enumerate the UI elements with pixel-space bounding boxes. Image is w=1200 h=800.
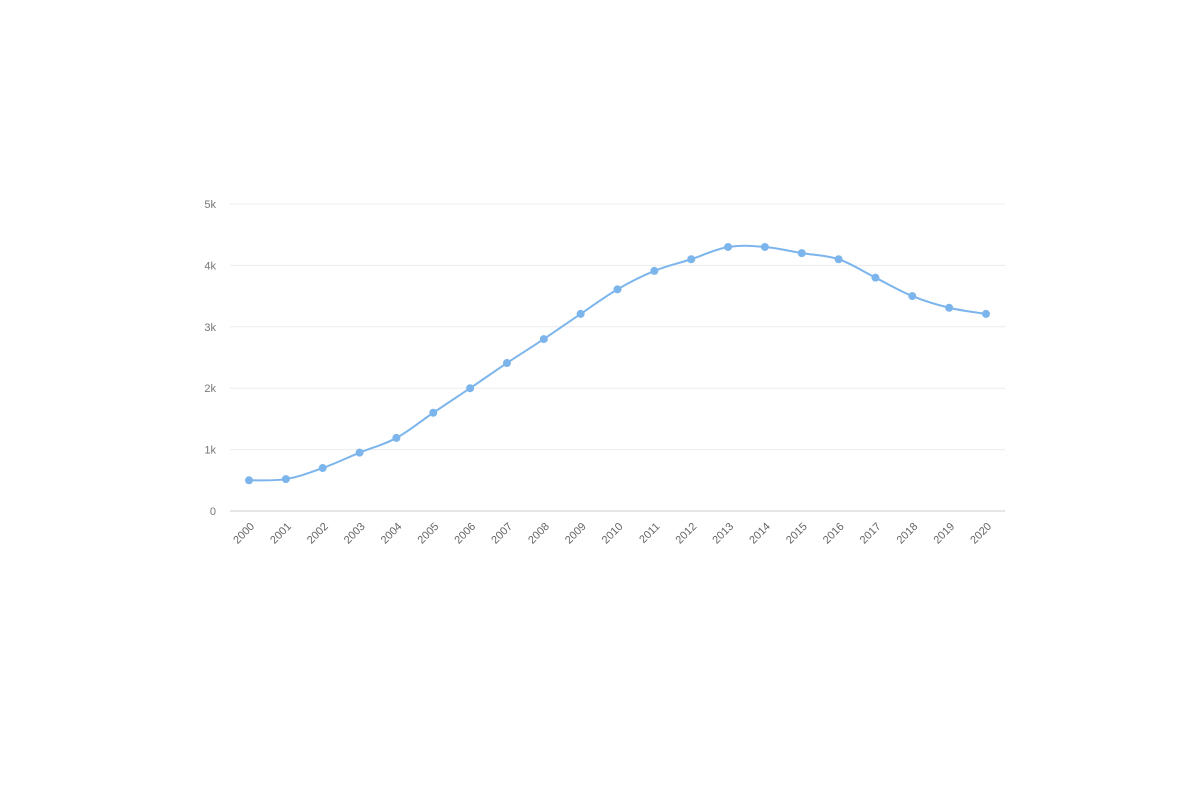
data-point-2003[interactable]: [355, 448, 364, 457]
x-tick-label: 2014: [747, 521, 773, 547]
y-axis: 0 1k 2k 3k 4k 5k: [204, 199, 216, 518]
x-tick-label: 2002: [305, 521, 331, 547]
y-tick-label: 2k: [204, 383, 216, 395]
data-point-2007[interactable]: [502, 359, 511, 368]
x-tick-label: 2007: [489, 521, 515, 547]
x-tick-label: 2018: [895, 521, 921, 547]
data-point-2020[interactable]: [982, 309, 990, 318]
x-axis: 2000 2001 2002 2003 2004 2005 2006 2007 2008 2009…: [230, 510, 1005, 547]
y-tick-label: 0: [210, 506, 216, 518]
x-tick-label: 2017: [858, 521, 884, 547]
x-tick-label: 2003: [342, 521, 368, 547]
data-point-2009[interactable]: [576, 309, 585, 318]
y-tick-label: 4k: [204, 260, 216, 272]
x-tick-label: 2000: [231, 521, 257, 547]
x-tick-label: 2011: [637, 521, 662, 546]
x-tick-label: 2012: [674, 521, 700, 547]
data-point-2006[interactable]: [466, 384, 475, 393]
data-point-2005[interactable]: [429, 408, 438, 417]
data-point-2001[interactable]: [281, 475, 290, 484]
data-point-2016[interactable]: [834, 255, 843, 264]
grid-layer: [230, 203, 1005, 451]
x-tick-label: 2006: [452, 521, 478, 547]
data-point-2019[interactable]: [945, 303, 954, 312]
data-point-2002[interactable]: [318, 464, 327, 473]
data-point-2017[interactable]: [871, 273, 880, 282]
data-point-2010[interactable]: [613, 285, 622, 294]
x-tick-label: 2008: [526, 521, 552, 547]
x-tick-label: 2019: [931, 521, 957, 547]
x-tick-label: 2013: [710, 521, 736, 547]
data-point-2014[interactable]: [760, 242, 769, 251]
x-tick-label: 2005: [416, 521, 442, 547]
data-point-2012[interactable]: [687, 255, 696, 264]
data-point-2000[interactable]: [245, 476, 253, 485]
x-tick-label: 2001: [268, 521, 294, 547]
data-point-2013[interactable]: [724, 242, 733, 251]
data-point-2018[interactable]: [908, 292, 917, 301]
series-layer: [245, 242, 990, 485]
x-tick-label: 2020: [968, 521, 994, 547]
x-tick-label: 2009: [563, 521, 589, 547]
data-point-2004[interactable]: [392, 433, 401, 442]
data-point-2015[interactable]: [797, 249, 806, 258]
data-point-2008[interactable]: [539, 335, 548, 344]
x-tick-label: 2004: [379, 521, 405, 547]
y-tick-label: 3k: [204, 322, 216, 334]
x-tick-label: 2015: [784, 521, 810, 547]
x-tick-label: 2010: [600, 521, 626, 547]
data-point-2011[interactable]: [650, 266, 659, 275]
y-tick-label: 1k: [204, 445, 216, 457]
y-tick-label: 5k: [204, 199, 216, 211]
x-tick-label: 2016: [821, 521, 847, 547]
